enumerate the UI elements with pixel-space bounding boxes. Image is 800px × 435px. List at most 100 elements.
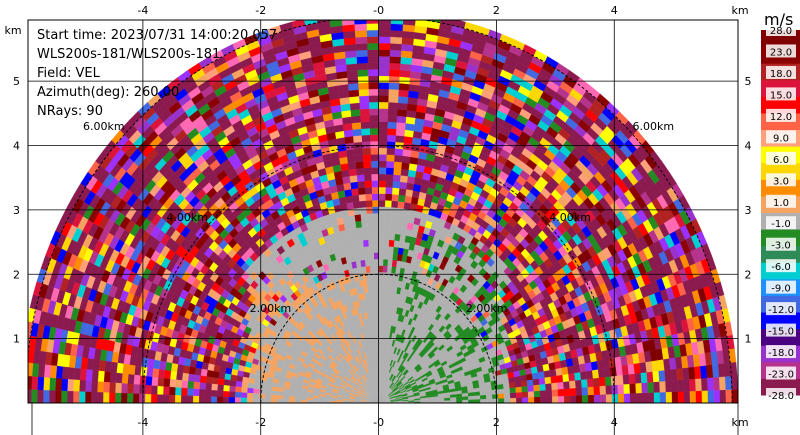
range-gate <box>728 348 737 363</box>
range-gate <box>373 252 379 260</box>
range-gate <box>396 115 407 124</box>
range-gate <box>378 121 388 129</box>
range-gate <box>360 220 368 228</box>
range-gate <box>371 173 379 181</box>
range-gate <box>378 311 382 319</box>
range-gate <box>354 154 364 163</box>
range-gate <box>395 135 405 143</box>
range-gate <box>329 20 336 21</box>
range-gate <box>598 376 606 387</box>
range-gate <box>386 128 397 136</box>
range-gate <box>350 109 361 117</box>
range-gate <box>366 23 379 31</box>
range-gate <box>395 214 403 222</box>
range-gate <box>359 108 370 116</box>
range-gate <box>378 317 382 325</box>
range-gate <box>388 239 395 247</box>
range-gate <box>617 384 625 395</box>
range-gate <box>366 213 373 221</box>
range-gate <box>549 368 557 377</box>
range-gate <box>397 102 408 111</box>
range-gate <box>350 188 359 196</box>
range-gate <box>378 219 385 227</box>
range-gate <box>394 148 404 156</box>
range-gate <box>402 24 416 33</box>
range-gate <box>399 175 408 183</box>
range-gate <box>395 122 406 130</box>
range-gate <box>421 20 429 21</box>
range-gate <box>364 187 373 195</box>
range-gate <box>378 199 386 207</box>
range-gate <box>397 201 405 209</box>
range-gate <box>389 62 401 71</box>
range-gate <box>378 167 387 175</box>
range-gate <box>353 148 363 156</box>
range-gate <box>383 232 390 240</box>
range-gate <box>658 369 666 382</box>
range-gate <box>359 206 367 215</box>
range-gate <box>646 371 654 383</box>
range-gate <box>370 160 379 168</box>
range-gate <box>498 398 505 403</box>
range-gate <box>345 56 358 65</box>
range-gate <box>586 378 594 388</box>
range-gate <box>347 76 359 85</box>
range-gate <box>629 393 637 403</box>
range-gate <box>355 49 368 58</box>
range-gate <box>345 149 355 157</box>
range-gate <box>386 154 395 162</box>
range-gate <box>378 29 391 37</box>
range-gate <box>350 115 361 124</box>
range-gate <box>509 392 517 399</box>
velocity-field <box>28 11 738 403</box>
range-gate <box>378 23 391 31</box>
range-gate <box>363 246 370 254</box>
range-gate <box>389 279 395 287</box>
range-gate <box>384 219 391 227</box>
range-gate <box>563 388 571 397</box>
range-gate <box>373 258 379 266</box>
range-gate <box>372 232 379 240</box>
range-gate <box>580 378 588 388</box>
range-gate <box>374 291 379 299</box>
range-gate <box>552 395 559 403</box>
range-gate <box>362 233 369 241</box>
range-gate <box>341 11 354 19</box>
range-gate <box>353 207 361 216</box>
range-gate <box>400 56 412 65</box>
range-gate <box>384 200 392 208</box>
range-gate <box>399 69 411 78</box>
range-gate <box>599 394 607 403</box>
range-gate <box>386 265 392 273</box>
range-gate <box>491 389 499 395</box>
range-gate <box>387 108 398 116</box>
range-gate <box>640 372 648 384</box>
range-gate <box>371 298 376 306</box>
range-gate <box>355 161 364 169</box>
range-gate <box>367 56 379 64</box>
range-gate <box>659 380 667 393</box>
range-gate <box>378 127 388 136</box>
range-gate <box>342 30 356 39</box>
range-gate <box>622 374 630 385</box>
range-gate <box>635 392 643 403</box>
range-gate <box>378 232 385 240</box>
range-gate <box>665 391 673 403</box>
range-gate <box>367 239 374 247</box>
range-gate <box>695 390 703 403</box>
range-gate <box>368 95 379 103</box>
range-gate <box>380 317 385 325</box>
range-gate <box>378 193 386 201</box>
range-gate <box>396 207 404 216</box>
range-gate <box>353 20 367 25</box>
range-gate <box>504 397 511 403</box>
range-gate <box>366 29 379 37</box>
range-gate <box>574 371 582 381</box>
range-gate <box>385 173 394 182</box>
range-gate <box>391 193 399 202</box>
range-gate <box>357 82 369 90</box>
range-gate <box>689 378 697 392</box>
range-gate <box>368 82 379 90</box>
range-gate <box>462 395 469 400</box>
range-gate <box>369 114 379 122</box>
